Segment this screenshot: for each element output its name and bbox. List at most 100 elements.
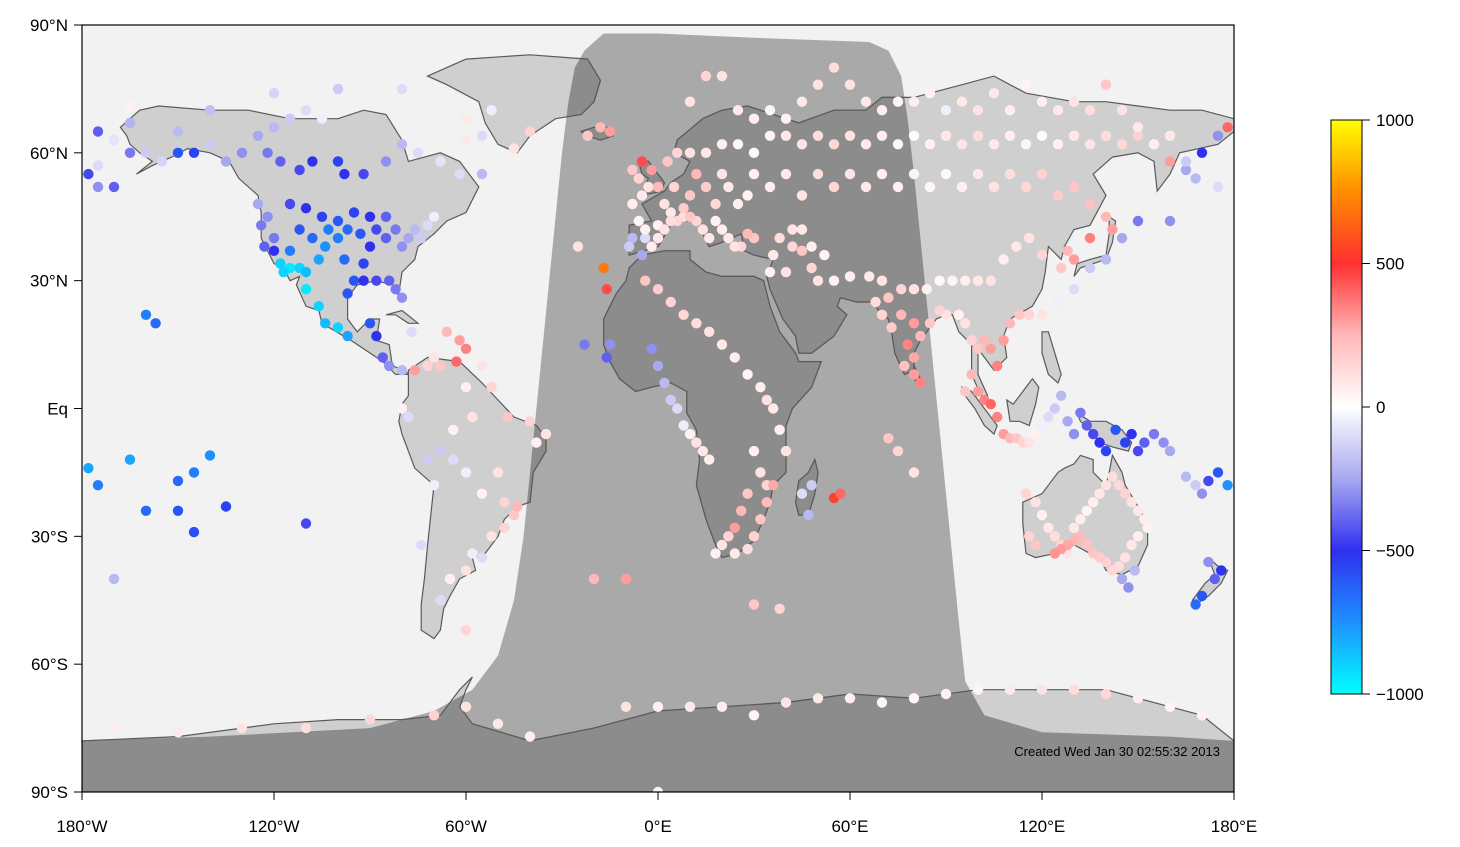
station-point [384, 275, 395, 286]
station-point [1036, 420, 1048, 431]
colorbar: 1000 500 0 −500 −1000 [1330, 111, 1424, 704]
station-point [1164, 445, 1176, 457]
station-point [284, 113, 296, 124]
station-point [972, 275, 984, 286]
station-point [732, 105, 744, 116]
station-point [806, 241, 817, 252]
station-point [774, 603, 785, 614]
station-point [1014, 309, 1025, 320]
station-point [540, 428, 552, 440]
station-point [428, 352, 440, 363]
station-point [723, 232, 734, 244]
station-point [188, 526, 200, 538]
station-point [828, 62, 840, 73]
station-point [380, 232, 392, 244]
station-point [1084, 232, 1096, 244]
station-point [1052, 105, 1064, 116]
station-point [691, 437, 702, 448]
station-point [1020, 488, 1032, 499]
station-point [1132, 445, 1144, 457]
station-point [454, 168, 465, 180]
station-point [364, 241, 376, 252]
station-point [684, 190, 696, 201]
station-point [796, 139, 808, 150]
station-point [723, 181, 734, 193]
station-point [1209, 573, 1221, 585]
y-tick-label: 60°N [30, 144, 68, 163]
station-point [342, 224, 353, 235]
station-point [892, 181, 904, 193]
station-point [764, 130, 776, 141]
station-point [665, 394, 676, 406]
station-point [108, 181, 120, 193]
station-point [512, 501, 523, 512]
station-point [1107, 471, 1118, 482]
station-point [332, 156, 344, 167]
station-point [806, 262, 817, 274]
station-point [1020, 139, 1032, 150]
station-point [646, 164, 657, 176]
station-point [972, 684, 984, 695]
station-point [998, 335, 1009, 346]
station-point [1180, 156, 1192, 167]
station-point [844, 130, 856, 141]
station-point [1190, 173, 1201, 184]
station-point [1132, 130, 1144, 141]
station-point [700, 70, 712, 82]
station-point [268, 232, 280, 244]
station-point [460, 382, 472, 393]
station-point [348, 275, 360, 286]
station-point [755, 514, 766, 525]
station-point [716, 339, 728, 350]
station-point [1100, 480, 1112, 491]
station-point [275, 156, 286, 167]
station-point [742, 190, 753, 201]
station-point [284, 245, 296, 256]
station-point [678, 309, 689, 320]
station-point [796, 245, 808, 256]
station-point [1132, 122, 1144, 133]
station-points [83, 62, 1233, 792]
x-tick-label: 60°E [831, 817, 868, 836]
station-point [172, 727, 184, 738]
station-point [1110, 424, 1121, 435]
station-point [716, 701, 728, 712]
station-point [1132, 505, 1144, 516]
station-point [1196, 488, 1208, 499]
station-point [342, 330, 353, 342]
station-point [300, 266, 312, 278]
station-point [652, 284, 664, 295]
station-point [499, 522, 510, 533]
station-point [1081, 539, 1093, 551]
station-point [876, 130, 888, 141]
station-point [371, 330, 382, 342]
station-point [768, 403, 779, 414]
x-tick-label: 0°E [644, 817, 672, 836]
station-point [1126, 497, 1137, 508]
station-point [275, 258, 286, 269]
station-point [662, 156, 673, 167]
station-point [1100, 254, 1112, 265]
station-point [380, 156, 392, 167]
station-point [150, 318, 161, 329]
station-point [422, 220, 433, 231]
station-point [1203, 475, 1214, 487]
station-point [1075, 407, 1086, 418]
station-point [300, 284, 312, 295]
station-point [819, 249, 830, 261]
station-point [1056, 390, 1067, 401]
station-point [1088, 428, 1099, 440]
station-point [572, 241, 584, 252]
station-point [604, 339, 616, 350]
station-point [892, 445, 904, 457]
station-point [83, 463, 94, 474]
station-point [796, 96, 808, 107]
station-point [601, 284, 612, 295]
station-point [1036, 96, 1048, 107]
station-point [774, 232, 785, 244]
station-point [742, 228, 753, 239]
station-point [332, 215, 344, 227]
station-point [988, 88, 1000, 99]
station-point [140, 309, 152, 320]
